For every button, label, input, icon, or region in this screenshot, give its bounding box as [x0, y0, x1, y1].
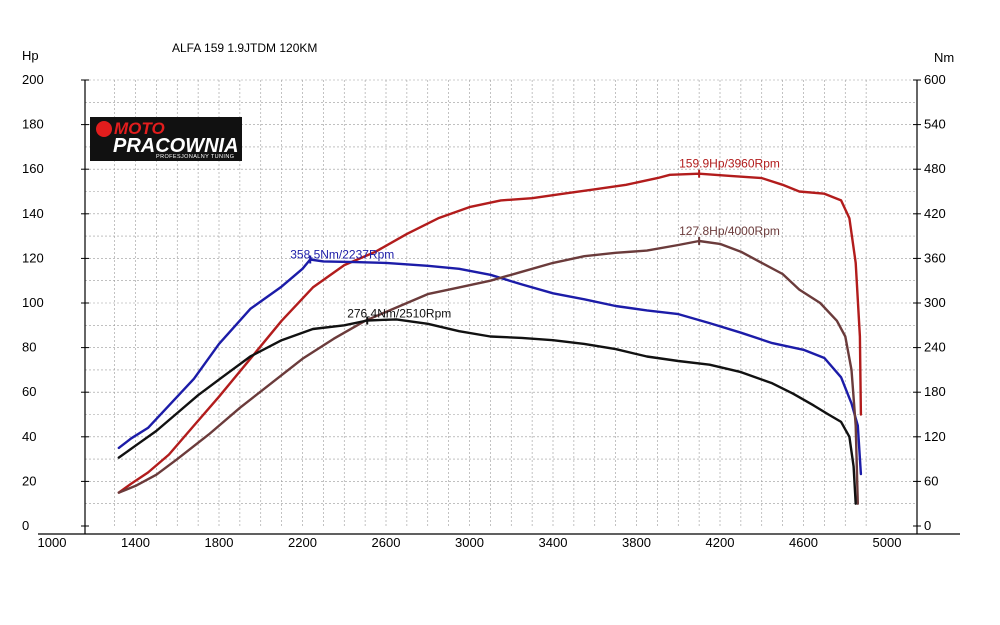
- brand-logo: MOTO PRACOWNIA PROFESJONALNY TUNING: [90, 117, 242, 161]
- x-tick-label: 4200: [706, 535, 735, 550]
- series-line-1: [117, 172, 863, 494]
- x-tick-label: 2600: [372, 535, 401, 550]
- annotation-label: 159.9Hp/3960Rpm: [679, 157, 780, 171]
- right-tick-label: 60: [924, 473, 938, 488]
- left-tick-label: 120: [22, 250, 44, 265]
- x-tick-label: 1000: [38, 535, 67, 550]
- annotation-label: 358.5Nm/2237Rpm: [290, 248, 394, 262]
- series-line-2: [117, 258, 863, 476]
- right-tick-label: 0: [924, 518, 931, 533]
- x-tick-label: 2200: [288, 535, 317, 550]
- logo-emblem-icon: [96, 121, 112, 137]
- grid: [85, 79, 917, 526]
- left-tick-label: 160: [22, 161, 44, 176]
- left-tick-label: 0: [22, 518, 29, 533]
- x-tick-label: 3400: [539, 535, 568, 550]
- right-tick-label: 420: [924, 206, 946, 221]
- right-tick-label: 600: [924, 72, 946, 87]
- annotation-label: 127.8Hp/4000Rpm: [679, 224, 780, 238]
- right-tick-label: 480: [924, 161, 946, 176]
- left-axis-unit: Hp: [22, 48, 39, 63]
- x-tick-label: 1400: [121, 535, 150, 550]
- series-line-4: [117, 318, 857, 505]
- left-tick-label: 200: [22, 72, 44, 87]
- right-tick-label: 540: [924, 117, 946, 132]
- left-tick-label: 140: [22, 206, 44, 221]
- annotation-label: 276.4Nm/2510Rpm: [347, 307, 451, 321]
- right-tick-label: 300: [924, 295, 946, 310]
- right-tick-label: 120: [924, 429, 946, 444]
- x-tick-label: 1800: [205, 535, 234, 550]
- tick-labels: 1000 1400 1800 2200 2600 3000 3400 3800 4200 4600…: [22, 72, 946, 550]
- right-tick-label: 240: [924, 340, 946, 355]
- annotations: 159.9Hp/3960Rpm 127.8Hp/4000Rpm 358.5Nm/22…: [290, 157, 780, 325]
- x-tick-label: 3800: [622, 535, 651, 550]
- x-tick-label: 3000: [455, 535, 484, 550]
- right-tick-label: 180: [924, 384, 946, 399]
- series: [117, 172, 863, 505]
- axes: [38, 79, 960, 535]
- left-tick-label: 180: [22, 117, 44, 132]
- left-tick-label: 20: [22, 473, 36, 488]
- x-tick-label: 5000: [873, 535, 902, 550]
- right-axis-unit: Nm: [934, 50, 954, 65]
- logo-main-text: PRACOWNIA: [113, 135, 239, 157]
- x-tick-label: 4600: [789, 535, 818, 550]
- series-line-3: [117, 239, 859, 505]
- logo-moto-text: MOTO: [114, 119, 165, 138]
- left-tick-label: 100: [22, 295, 44, 310]
- right-tick-label: 360: [924, 250, 946, 265]
- left-tick-label: 80: [22, 340, 36, 355]
- chart-title: ALFA 159 1.9JTDM 120KM: [172, 41, 317, 55]
- logo-sub-text: PROFESJONALNY TUNING: [156, 154, 234, 160]
- left-tick-label: 40: [22, 429, 36, 444]
- left-tick-label: 60: [22, 384, 36, 399]
